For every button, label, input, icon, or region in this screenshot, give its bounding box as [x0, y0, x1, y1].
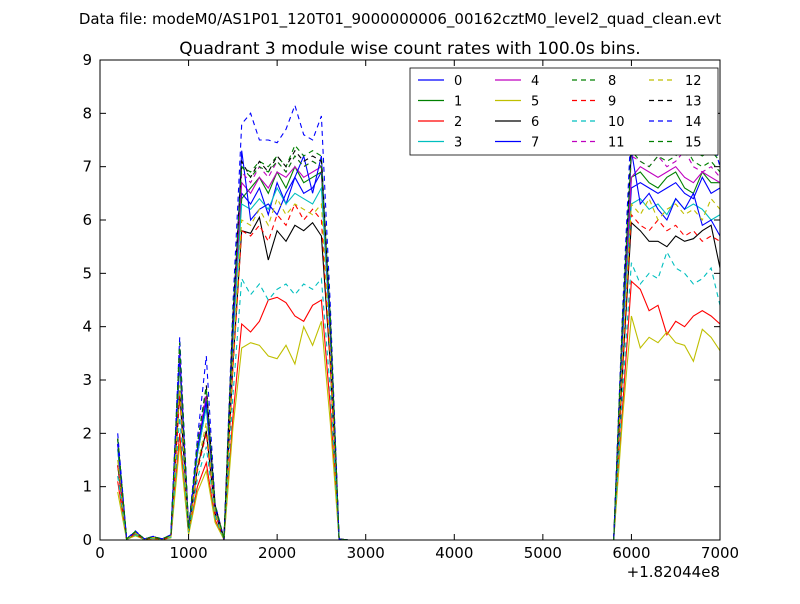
- series-line-15: [117, 144, 720, 540]
- x-tick-label: 6000: [612, 544, 650, 562]
- y-tick-label: 9: [82, 51, 92, 69]
- series-line-12: [117, 197, 720, 540]
- legend-label-12: 12: [685, 74, 702, 89]
- chart-title: Quadrant 3 module wise count rates with …: [179, 39, 640, 59]
- legend-label-15: 15: [685, 136, 702, 151]
- x-tick-label: 2000: [258, 544, 296, 562]
- legend-label-3: 3: [454, 136, 462, 151]
- legend-label-5: 5: [531, 95, 539, 110]
- x-tick-label: 7000: [701, 544, 739, 562]
- legend-label-4: 4: [531, 74, 539, 89]
- legend-box: [409, 67, 719, 156]
- y-tick-label: 3: [82, 371, 92, 389]
- y-tick-label: 2: [82, 424, 92, 442]
- x-tick-label: 5000: [524, 544, 562, 562]
- y-tick-label: 0: [82, 531, 92, 549]
- legend-label-6: 6: [531, 115, 539, 130]
- legend-label-2: 2: [454, 115, 462, 130]
- y-tick-label: 8: [82, 104, 92, 122]
- x-offset-label: +1.82044e8: [627, 563, 720, 581]
- series-line-9: [117, 202, 720, 540]
- legend-label-0: 0: [454, 74, 462, 89]
- legend-label-14: 14: [685, 115, 702, 130]
- x-tick-label: 3000: [347, 544, 385, 562]
- legend-label-13: 13: [685, 95, 702, 110]
- legend-label-9: 9: [608, 95, 616, 110]
- legend-label-8: 8: [608, 74, 616, 89]
- legend-label-1: 1: [454, 95, 462, 110]
- y-tick-label: 7: [82, 158, 92, 176]
- y-tick-label: 5: [82, 264, 92, 282]
- figure-suptitle: Data file: modeM0/AS1P01_120T01_90000000…: [79, 10, 721, 29]
- plot-frame: [99, 59, 721, 541]
- legend-label-11: 11: [608, 136, 625, 151]
- series-line-5: [117, 315, 720, 540]
- legend-label-7: 7: [531, 136, 539, 151]
- y-tick-label: 4: [82, 318, 92, 336]
- y-tick-label: 6: [82, 211, 92, 229]
- y-tick-label: 1: [82, 478, 92, 496]
- x-tick-label: 1000: [169, 544, 207, 562]
- x-tick-label: 4000: [435, 544, 473, 562]
- x-tick-label: 0: [95, 544, 105, 562]
- legend-label-10: 10: [608, 115, 625, 130]
- series-layer: [117, 95, 720, 540]
- series-line-10: [117, 250, 720, 540]
